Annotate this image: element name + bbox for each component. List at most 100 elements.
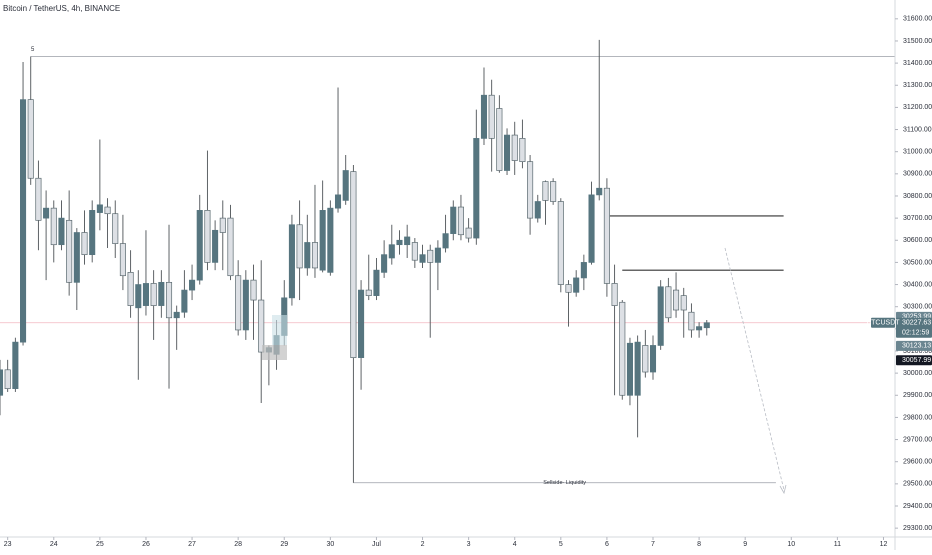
candle-body bbox=[619, 301, 626, 396]
candle-body bbox=[611, 283, 618, 306]
candle-body bbox=[35, 177, 42, 221]
y-tick-label: 31300.00 bbox=[903, 82, 932, 89]
candle-body bbox=[557, 201, 564, 285]
candle-body bbox=[511, 134, 518, 161]
price-tag-label: 30123.13 bbox=[902, 343, 931, 350]
countdown: 02:12:59 bbox=[902, 330, 929, 337]
candle-body bbox=[73, 232, 80, 283]
price-tag bbox=[896, 355, 932, 366]
candle-body bbox=[473, 138, 480, 239]
x-tick-label: 25 bbox=[96, 541, 104, 548]
highlight-box bbox=[262, 345, 287, 360]
y-tick-label: 31400.00 bbox=[903, 60, 932, 67]
candle-body bbox=[527, 161, 534, 219]
candle-body bbox=[127, 272, 134, 306]
x-tick-label: Jul bbox=[372, 541, 381, 548]
x-tick-label: 28 bbox=[234, 541, 242, 548]
projection-arrow bbox=[724, 247, 785, 491]
candle-body bbox=[642, 345, 649, 373]
candle-body bbox=[219, 217, 226, 233]
candle-body bbox=[334, 194, 342, 209]
y-tick-label: 29900.00 bbox=[903, 392, 932, 399]
candle-body bbox=[165, 281, 173, 319]
candle-body bbox=[81, 232, 88, 256]
candle-body bbox=[596, 187, 603, 196]
candle-body bbox=[703, 322, 710, 329]
candle-body bbox=[258, 299, 265, 353]
candle-body bbox=[342, 170, 349, 201]
candle-body bbox=[626, 342, 633, 396]
price-tag bbox=[896, 340, 932, 351]
candle-body bbox=[189, 279, 196, 291]
y-tick-label: 30900.00 bbox=[903, 171, 932, 178]
plot-area: 5 Sellside- Liquidity bbox=[0, 39, 895, 486]
candle-body bbox=[288, 224, 295, 299]
x-tick-label: 29 bbox=[280, 541, 288, 548]
candle-body bbox=[304, 242, 311, 269]
candle-body bbox=[688, 311, 695, 331]
candle-body bbox=[12, 341, 19, 389]
candle-body bbox=[496, 108, 503, 171]
candle-body bbox=[588, 194, 595, 263]
candle-body bbox=[311, 242, 319, 269]
candle-body bbox=[457, 206, 464, 236]
candle-body bbox=[135, 284, 142, 309]
y-tick-label: 31000.00 bbox=[903, 149, 932, 156]
x-tick-label: 23 bbox=[4, 541, 12, 548]
candle-body bbox=[89, 210, 96, 256]
x-tick-label: 26 bbox=[142, 541, 150, 548]
candle-body bbox=[296, 224, 303, 269]
y-tick-label: 30300.00 bbox=[903, 304, 932, 311]
candle-body bbox=[50, 207, 57, 246]
candle-body bbox=[696, 326, 703, 331]
candle-body bbox=[550, 181, 557, 202]
x-tick-label: 6 bbox=[605, 541, 609, 548]
candle-body bbox=[603, 187, 610, 284]
x-tick-label: 27 bbox=[188, 541, 196, 548]
x-tick-label: 10 bbox=[787, 541, 795, 548]
y-tick-label: 29500.00 bbox=[903, 481, 932, 488]
candle-body bbox=[450, 206, 457, 234]
y-tick-label: 30400.00 bbox=[903, 281, 932, 288]
level-label: 5 bbox=[31, 47, 35, 53]
symbol-tag bbox=[871, 317, 895, 328]
candle-body bbox=[4, 369, 11, 389]
candle-body bbox=[488, 94, 495, 139]
x-tick-label: 5 bbox=[559, 541, 563, 548]
x-tick-label: 30 bbox=[326, 541, 334, 548]
candle-body bbox=[665, 286, 672, 319]
y-tick-label: 30000.00 bbox=[903, 370, 932, 377]
price-tag-label: 30057.99 bbox=[902, 357, 931, 364]
y-tick-label: 30600.00 bbox=[903, 237, 932, 244]
price-tag-label: 30253.99 bbox=[902, 314, 931, 321]
candle-body bbox=[480, 94, 488, 139]
candle-body bbox=[542, 181, 549, 201]
candle-body bbox=[358, 289, 365, 358]
candle-body bbox=[503, 134, 511, 171]
candle-body bbox=[565, 284, 572, 293]
y-tick-label: 29300.00 bbox=[903, 525, 932, 532]
y-tick-label: 30700.00 bbox=[903, 215, 932, 222]
price-tag-label: 30227.63 bbox=[902, 320, 931, 327]
candle-body bbox=[680, 295, 687, 311]
candle-body bbox=[373, 269, 380, 296]
candle-body bbox=[27, 99, 34, 179]
level-label: Sellside- Liquidity bbox=[543, 480, 586, 486]
candle-body bbox=[534, 201, 541, 219]
candle-body bbox=[250, 279, 257, 301]
x-tick-label: 7 bbox=[651, 541, 655, 548]
y-tick-label: 31200.00 bbox=[903, 104, 932, 111]
candle-body bbox=[427, 249, 434, 263]
candle-body bbox=[66, 219, 73, 283]
candle-body bbox=[43, 207, 50, 219]
candle-body bbox=[104, 206, 111, 215]
candle-body bbox=[173, 311, 180, 319]
candle-body bbox=[319, 210, 326, 271]
candle-body bbox=[242, 279, 249, 331]
y-tick-label: 31600.00 bbox=[903, 16, 932, 23]
candle-body bbox=[519, 138, 526, 163]
highlight-box bbox=[272, 315, 287, 345]
candle-body bbox=[58, 217, 65, 246]
candle-body bbox=[442, 233, 449, 249]
candle-body bbox=[404, 236, 411, 246]
